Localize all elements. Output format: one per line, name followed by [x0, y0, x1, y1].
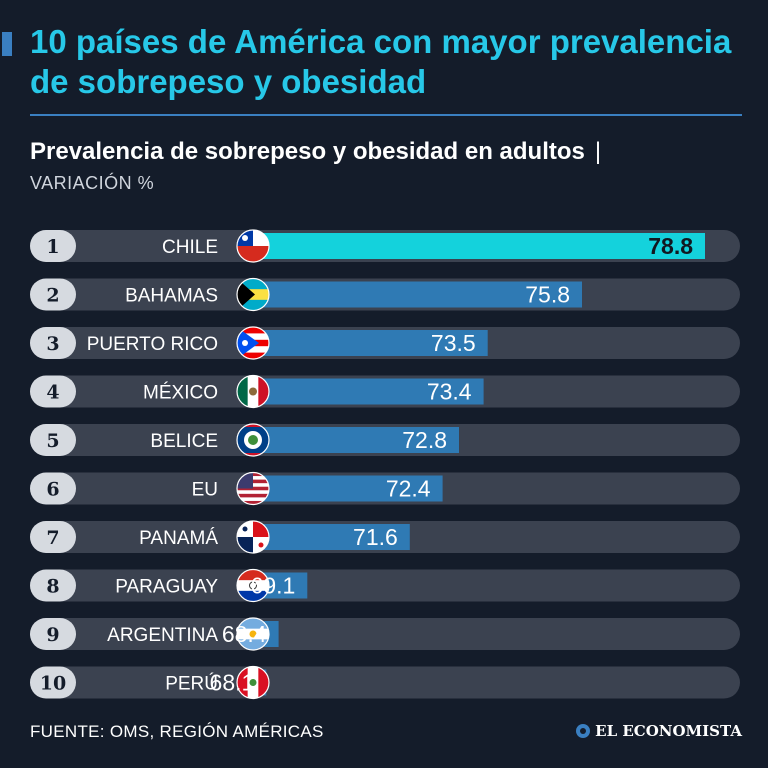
value-label: 73.5: [431, 330, 476, 356]
title-accent-bar: [2, 32, 12, 56]
variation-label: VARIACIÓN %: [30, 173, 155, 193]
rank-label: 1: [46, 236, 59, 258]
title-divider: [30, 114, 742, 116]
bar: [253, 427, 459, 453]
rank-label: 3: [46, 333, 59, 355]
category-label: BAHAMAS: [125, 286, 218, 307]
category-label: PARAGUAY: [115, 577, 218, 598]
rank-badge: [30, 472, 76, 505]
rank-badge: [30, 424, 76, 456]
value-label: 68.1: [210, 670, 255, 696]
value-label: 72.4: [386, 476, 431, 502]
bar: [253, 524, 410, 550]
source-note: FUENTE: OMS, REGIÓN AMÉRICAS: [30, 722, 324, 741]
bar-track: [30, 569, 740, 602]
belize-flag-icon: [236, 423, 270, 457]
rank-label: 7: [46, 527, 59, 549]
rank-badge: [30, 230, 76, 262]
subtitle-separator: |: [594, 138, 602, 165]
rank-label: 8: [46, 576, 59, 598]
brand-name: EL ECONOMISTA: [595, 722, 742, 740]
value-label: 71.6: [353, 524, 398, 550]
value-label: 72.8: [402, 427, 447, 453]
chile-flag-icon: [236, 229, 270, 263]
value-label: 68.4: [222, 621, 267, 647]
mexico-flag-icon: [236, 374, 270, 409]
rank-label: 10: [40, 673, 66, 695]
bar: [253, 475, 443, 502]
rank-label: 5: [46, 430, 59, 452]
value-label: 75.8: [525, 282, 570, 308]
bar-track: [30, 618, 740, 650]
brand-logo: EL ECONOMISTA: [576, 722, 742, 740]
rank-label: 4: [46, 382, 59, 404]
chart-subtitle: Prevalencia de sobrepeso y obesidad en a…: [30, 138, 601, 166]
value-label: 73.4: [427, 379, 472, 405]
rank-badge: [30, 666, 76, 699]
value-label: 69.1: [251, 573, 296, 599]
rank-label: 6: [46, 479, 59, 501]
category-label: PUERTO RICO: [87, 334, 218, 355]
rank-badge: [30, 327, 76, 359]
page-title: 10 países de América con mayor prevalenc…: [30, 23, 732, 100]
category-label: CHILE: [162, 237, 218, 258]
bar-track: [30, 666, 740, 699]
category-label: BELICE: [150, 431, 218, 452]
rank-badge: [30, 278, 76, 311]
peru-flag-icon: [236, 665, 270, 700]
panama-flag-icon: [236, 520, 270, 554]
rank-badge: [30, 521, 76, 553]
bar: [253, 330, 488, 356]
rank-label: 2: [46, 285, 59, 307]
category-label: EU: [192, 480, 218, 501]
category-label: ARGENTINA: [107, 625, 218, 646]
bar: [253, 281, 582, 308]
paraguay-flag-icon: [236, 568, 270, 603]
brand-icon: [576, 724, 591, 738]
puerto-rico-flag-icon: [236, 326, 270, 360]
bar: [253, 378, 484, 405]
value-label: 78.8: [648, 233, 693, 259]
argentina-flag-icon: [236, 617, 270, 651]
rank-badge: [30, 375, 76, 408]
subtitle-text: Prevalencia de sobrepeso y obesidad en a…: [30, 138, 585, 165]
bar: [253, 233, 705, 259]
category-label: PERÚ: [165, 673, 218, 695]
rank-badge: [30, 618, 76, 650]
rank-label: 9: [46, 624, 59, 646]
category-label: PANAMÁ: [139, 528, 218, 549]
rank-badge: [30, 569, 76, 602]
usa-flag-icon: [236, 471, 270, 506]
bahamas-flag-icon: [236, 277, 270, 312]
category-label: MÉXICO: [143, 383, 218, 404]
